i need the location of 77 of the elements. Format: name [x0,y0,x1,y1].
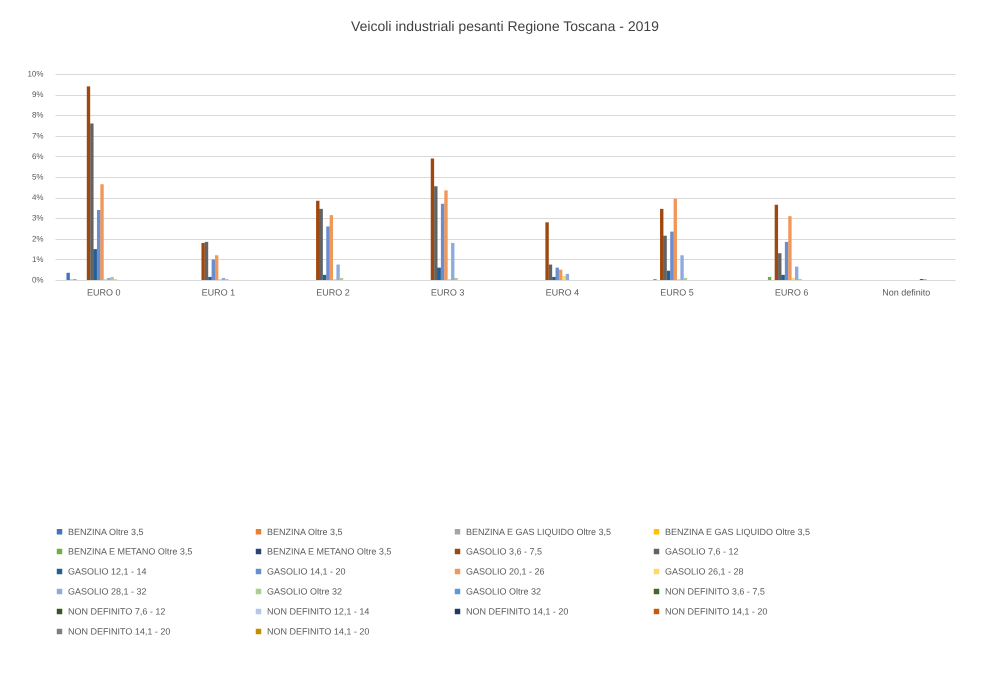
y-tick-label: 9% [32,90,44,100]
bar [774,204,778,280]
legend-label: NON DEFINITO 7,6 - 12 [68,606,166,616]
y-tick-label: 7% [32,131,44,140]
legend-label: NON DEFINITO 14,1 - 20 [665,606,768,616]
legend-label: GASOLIO 7,6 - 12 [665,546,739,556]
legend-label: GASOLIO 14,1 - 20 [267,566,346,576]
bar [663,236,667,280]
y-tick-label: 1% [32,254,44,264]
x-tick-label: EURO 1 [202,288,236,298]
y-tick-label: 6% [32,152,44,161]
x-tick-label: EURO 0 [86,288,120,298]
bar [434,186,438,280]
legend-label: GASOLIO 3,6 - 7,5 [466,546,542,556]
y-tick-label: 3% [32,214,44,223]
bar [451,242,454,280]
legend-label: NON DEFINITO 14,1 - 20 [267,626,370,636]
legend-label: NON DEFINITO 12,1 - 14 [267,606,370,616]
bar [795,266,798,280]
legend-label: BENZINA Oltre 3,5 [267,526,343,537]
legend-label: GASOLIO 20,1 - 26 [466,566,545,576]
legend-label: BENZINA E METANO Oltre 3,5 [68,546,192,556]
legend-label: GASOLIO 12,1 - 14 [68,566,147,576]
y-tick-label: 2% [32,234,44,244]
bar [552,276,556,280]
bar [556,268,559,280]
bar [90,123,94,280]
x-tick-label: Non definito [882,288,930,298]
y-tick-label: 0% [32,276,44,284]
bar [96,210,100,280]
bar [438,268,441,280]
bar [94,249,97,280]
legend-label: BENZINA E GAS LIQUIDO Oltre 3,5 [466,526,612,537]
legend-label: NON DEFINITO 3,6 - 7,5 [665,586,765,596]
bar [778,253,782,280]
legend-label: GASOLIO 26,1 - 28 [665,566,744,576]
x-tick-label: EURO 4 [546,288,580,298]
bar [788,216,792,280]
legend-label: GASOLIO Oltre 32 [466,586,542,596]
legend-label: GASOLIO Oltre 32 [267,586,342,596]
y-tick-label: 4% [32,193,44,202]
legend-label: NON DEFINITO 14,1 - 20 [466,606,568,616]
bar [319,208,323,280]
bar [214,255,218,280]
bar [440,204,444,280]
bar [212,259,215,280]
bar [330,215,334,280]
bar [666,270,670,280]
bar [670,232,674,280]
bar [660,208,664,280]
bar [545,222,549,280]
chart-title: Veicoli industriali pesanti Regione Toscana - 2019 [351,18,660,34]
bar [322,274,326,280]
bar [781,274,785,280]
legend-label: GASOLIO 28,1 - 32 [68,586,147,596]
bar [430,158,434,280]
x-tick-label: EURO 3 [430,288,464,298]
x-tick-label: EURO 2 [316,288,350,298]
y-tick-label: 8% [32,110,44,120]
legend-label: NON DEFINITO 14,1 - 20 [68,626,170,636]
bar [208,276,212,280]
bar [110,276,114,280]
legend-label: BENZINA E GAS LIQUIDO Oltre 3,5 [665,526,810,537]
bar [316,200,320,280]
bar [336,264,340,280]
bar [768,276,772,280]
y-tick-label: 5% [32,172,44,182]
legend-label: BENZINA Oltre 3,5 [68,526,144,537]
legend-label: BENZINA E METANO Oltre 3,5 [267,546,392,556]
bar [201,242,205,280]
bar [566,274,570,280]
bar [558,270,562,280]
bar [66,272,70,280]
x-tick-label: EURO 5 [660,288,694,298]
y-tick-label: 10% [27,70,44,78]
x-tick-label: EURO 6 [774,288,808,298]
bar [674,198,677,280]
